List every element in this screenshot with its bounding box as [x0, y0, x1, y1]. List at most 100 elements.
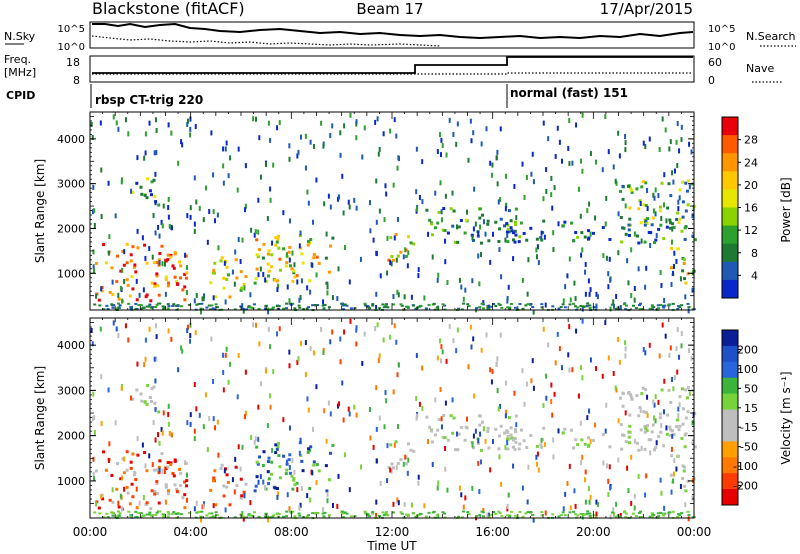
velocity-echo-cell: [305, 515, 309, 518]
power-echo-cell: [536, 244, 539, 250]
power-echo-cell: [134, 302, 138, 305]
velocity-echo-cell: [262, 450, 266, 454]
cpid-label: CPID: [6, 89, 35, 102]
cpid-mode-1: rbsp CT-trig 220: [95, 93, 203, 107]
velocity-echo-cell: [582, 513, 586, 516]
power-echo-cell: [155, 303, 159, 306]
power-echo-cell: [396, 289, 399, 295]
velocity-echo-cell: [158, 510, 162, 513]
velocity-echo-cell: [617, 336, 620, 342]
colorbar-swatch: [722, 361, 738, 379]
power-echo-cell: [266, 215, 269, 221]
power-echo-cell: [117, 292, 120, 298]
velocity-echo-cell: [306, 396, 309, 402]
velocity-echo-cell: [337, 473, 340, 479]
velocity-echo-cell: [660, 490, 663, 496]
power-echo-cell: [349, 307, 353, 310]
velocity-echo-cell: [684, 502, 687, 508]
power-echo-cell: [322, 143, 325, 149]
power-echo-cell: [396, 254, 400, 258]
velocity-echo-cell: [206, 447, 209, 453]
velocity-echo-cell: [663, 378, 666, 384]
velocity-echo-cell: [391, 511, 395, 514]
velocity-echo-cell: [650, 512, 654, 515]
velocity-echo-cell: [145, 469, 149, 473]
colorbar-tick-label: 16: [744, 202, 758, 215]
power-echo-cell: [121, 250, 125, 254]
velocity-echo-cell: [223, 468, 226, 474]
power-echo-cell: [552, 230, 555, 236]
nsky-panel: N.Sky 10^5 10^0 10^5 10^0 N.Search: [4, 21, 796, 53]
power-echo-cell: [390, 261, 393, 267]
velocity-echo-cell: [646, 412, 649, 418]
velocity-echo-cell: [112, 512, 116, 515]
velocity-echo-cell: [179, 471, 183, 475]
velocity-echo-cell: [167, 489, 171, 493]
velocity-echo-cell: [117, 514, 121, 517]
power-echo-cell: [339, 130, 342, 136]
velocity-echo-cell: [423, 503, 426, 509]
power-echo-cell: [233, 308, 237, 311]
velocity-echo-cell: [672, 471, 675, 477]
velocity-echo-cell: [635, 441, 639, 445]
velocity-echo-cell: [464, 425, 468, 429]
power-echo-cell: [145, 196, 149, 200]
velocity-echo-cell: [269, 344, 272, 350]
velocity-echo-cell: [143, 362, 146, 368]
power-echo-cell: [202, 293, 205, 299]
velocity-echo-cell: [213, 469, 217, 473]
power-echo-cell: [368, 200, 371, 206]
power-echo-cell: [255, 238, 259, 242]
velocity-echo-cell: [589, 357, 592, 363]
velocity-echo-cell: [375, 426, 378, 432]
velocity-echo-cell: [500, 481, 503, 487]
power-echo-cell: [499, 126, 502, 132]
velocity-echo-cell: [637, 512, 641, 515]
velocity-echo-cell: [285, 459, 288, 465]
velocity-echo-cell: [292, 477, 296, 481]
power-echo-cell: [644, 219, 648, 223]
power-echo-cell: [686, 302, 690, 305]
velocity-echo-cell: [619, 512, 622, 518]
velocity-echo-cell: [184, 484, 188, 488]
power-echo-cell: [503, 224, 507, 228]
power-echo-cell: [644, 284, 647, 290]
velocity-echo-cell: [567, 352, 570, 358]
power-echo-cell: [92, 249, 95, 255]
velocity-echo-cell: [492, 510, 496, 513]
power-echo-cell: [596, 294, 599, 300]
power-echo-cell: [277, 234, 281, 238]
velocity-echo-cell: [639, 407, 642, 413]
power-echo-cell: [307, 306, 311, 309]
power-echo-cell: [661, 116, 664, 122]
velocity-echo-cell: [336, 403, 339, 409]
velocity-echo-cell: [513, 437, 517, 441]
velocity-echo-cell: [189, 322, 192, 328]
power-echo-cell: [217, 245, 220, 251]
power-echo-cell: [627, 223, 631, 227]
power-echo-cell: [269, 186, 272, 192]
power-echo-cell: [172, 266, 176, 270]
velocity-echo-cell: [155, 482, 159, 486]
velocity-echo-cell: [286, 492, 289, 498]
power-echo-cell: [683, 277, 687, 281]
velocity-echo-cell: [386, 443, 389, 449]
power-echo-cell: [269, 197, 272, 203]
power-echo-cell: [612, 299, 615, 305]
colorbar-swatch: [722, 377, 738, 395]
velocity-echo-cell: [396, 497, 399, 503]
velocity-echo-cell: [166, 492, 170, 496]
power-echo-cell: [199, 309, 202, 315]
velocity-echo-cell: [242, 490, 246, 494]
velocity-echo-cell: [355, 412, 358, 418]
power-echo-cell: [166, 253, 170, 257]
power-echo-cell: [421, 199, 424, 205]
power-echo-cell: [296, 279, 299, 285]
velocity-echo-cell: [117, 332, 120, 338]
power-echo-cell: [645, 265, 648, 271]
power-echo-cell: [167, 281, 171, 285]
power-echo-cell: [390, 255, 394, 259]
velocity-echo-cell: [212, 416, 215, 422]
colorbar-swatch: [722, 489, 738, 506]
